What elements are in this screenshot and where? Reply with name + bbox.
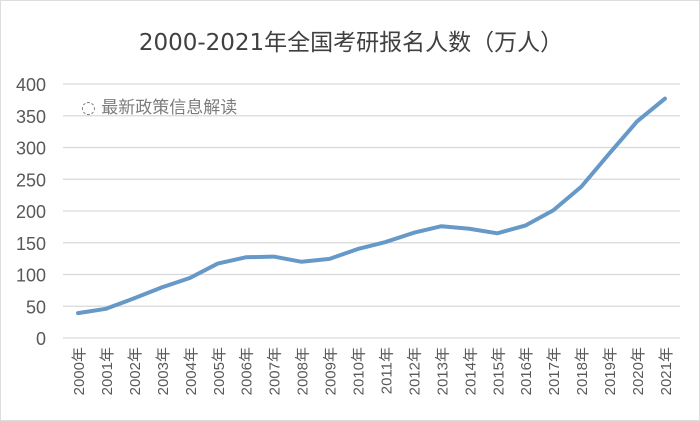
y-tick-label: 100 <box>16 266 46 286</box>
y-tick-label: 300 <box>16 139 46 159</box>
watermark-text: 最新政策信息解读 <box>101 98 238 118</box>
x-tick-label: 2012年 <box>406 347 423 395</box>
y-tick-label: 250 <box>16 170 46 190</box>
x-tick-label: 2015年 <box>490 347 507 395</box>
y-tick-label: 0 <box>36 329 46 349</box>
x-tick-label: 2021年 <box>658 347 675 395</box>
y-tick-label: 150 <box>16 234 46 254</box>
x-tick-label: 2005年 <box>211 347 228 395</box>
x-tick-label: 2004年 <box>183 347 200 395</box>
y-tick-label: 50 <box>26 297 46 317</box>
x-tick-label: 2002年 <box>127 347 144 395</box>
watermark: ◌ 最新政策信息解读 <box>81 93 237 118</box>
x-tick-label: 2010年 <box>351 347 368 395</box>
x-tick-label: 2009年 <box>323 347 340 395</box>
x-tick-label: 2008年 <box>295 347 312 395</box>
x-tick-label: 2018年 <box>574 347 591 395</box>
x-tick-label: 2000年 <box>71 347 88 395</box>
x-tick-label: 2020年 <box>630 347 647 395</box>
y-tick-label: 400 <box>16 75 46 95</box>
x-tick-label: 2006年 <box>239 347 256 395</box>
x-tick-label: 2016年 <box>518 347 535 395</box>
x-tick-label: 2003年 <box>155 347 172 395</box>
x-tick-label: 2007年 <box>267 347 284 395</box>
y-tick-label: 200 <box>16 202 46 222</box>
x-tick-label: 2017年 <box>546 347 563 395</box>
y-tick-label: 350 <box>16 107 46 127</box>
wechat-icon: ◌ <box>81 98 102 118</box>
x-tick-label: 2011年 <box>378 347 395 394</box>
x-tick-label: 2019年 <box>602 347 619 395</box>
x-tick-label: 2014年 <box>462 347 479 395</box>
x-tick-label: 2001年 <box>99 347 116 395</box>
x-tick-label: 2013年 <box>434 347 451 395</box>
chart-title: 2000-2021年全国考研报名人数（万人） <box>138 30 564 56</box>
series-line <box>76 96 667 316</box>
